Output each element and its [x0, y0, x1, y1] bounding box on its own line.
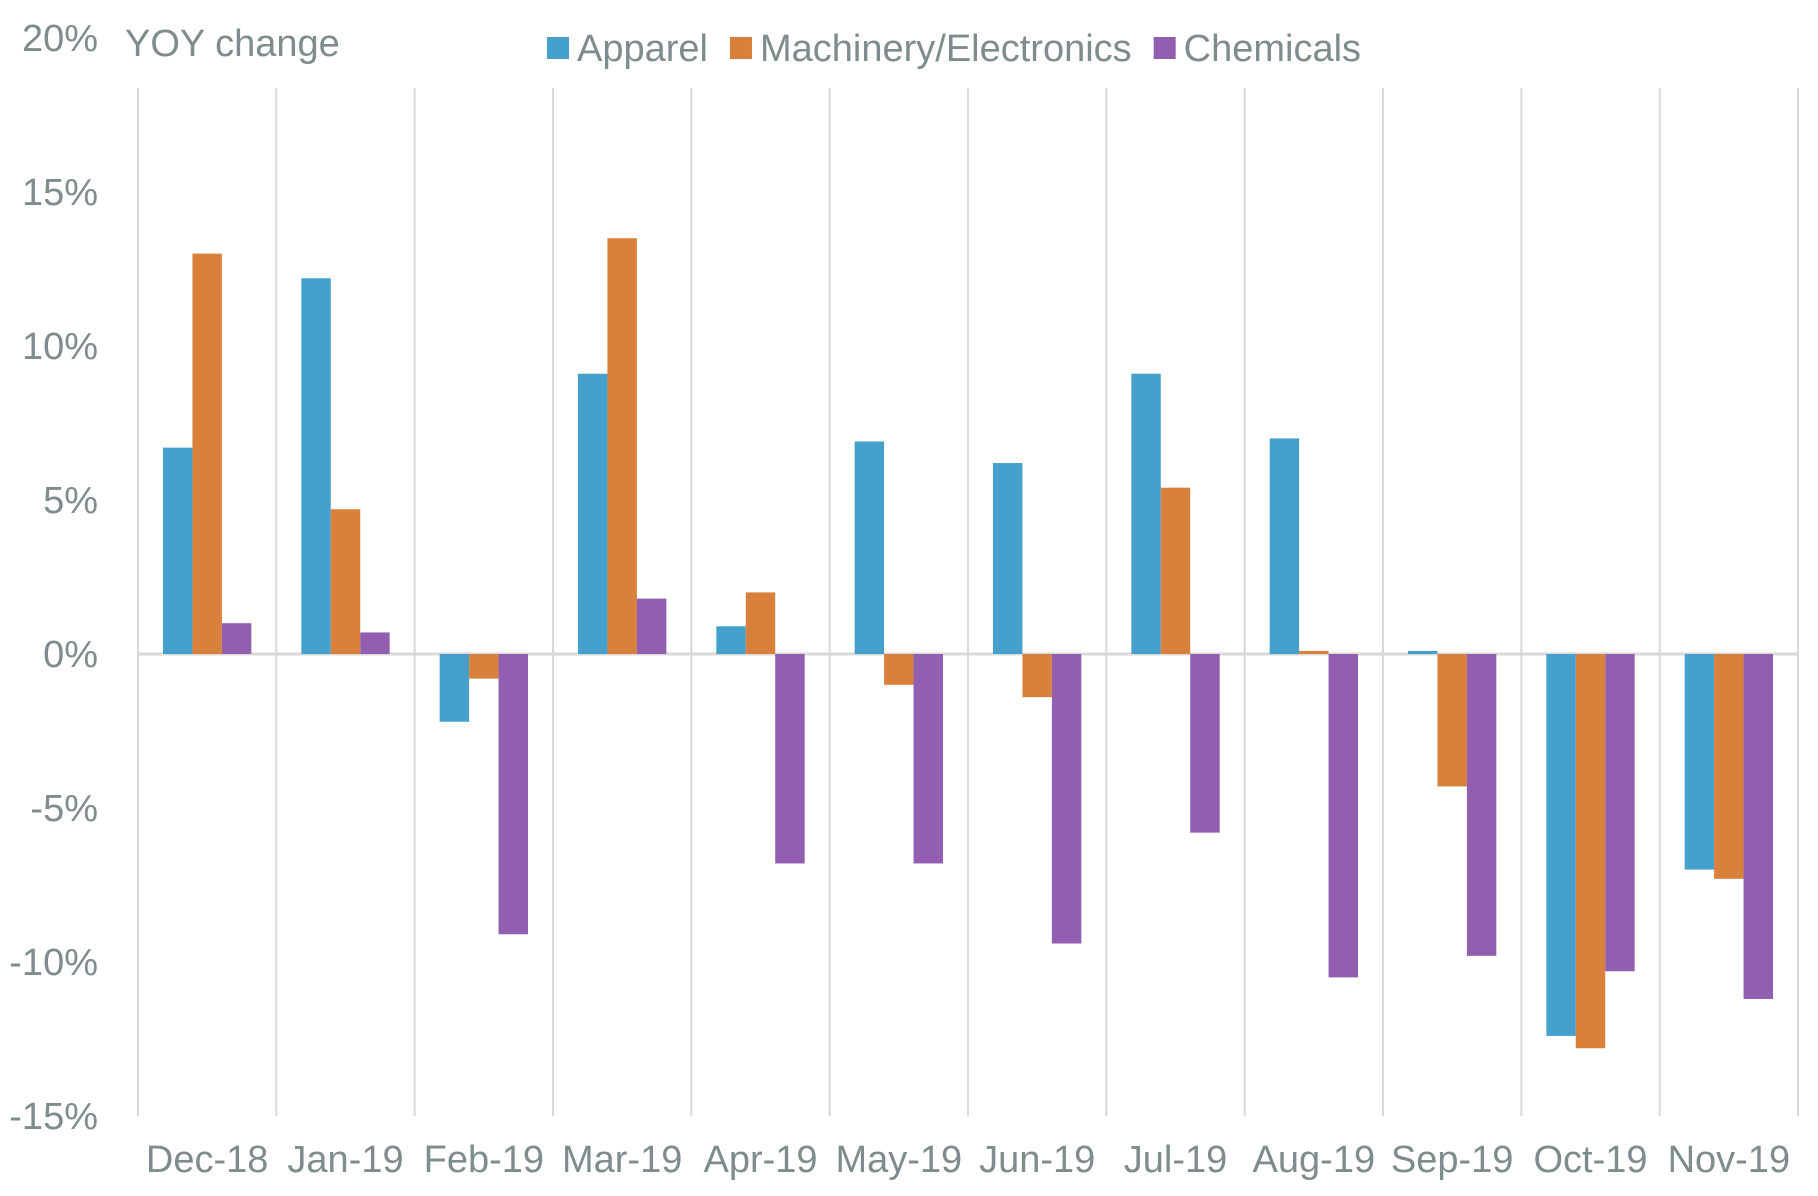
- bar-machinery-electronics-apr-19: [745, 592, 776, 654]
- y-tick-label: 10%: [22, 326, 98, 368]
- y-tick-label: 20%: [22, 18, 98, 60]
- bar-chemicals-feb-19: [498, 654, 528, 935]
- y-axis-title: YOY change: [125, 23, 340, 65]
- x-tick-label: May-19: [835, 1139, 962, 1181]
- x-axis-labels: Dec-18 Jan-19 Feb-19 Mar-19 Apr-19 May-19 Jun-…: [146, 1139, 1790, 1181]
- bar-apparel-aug-19: [1269, 438, 1300, 654]
- bar-chemicals-oct-19: [1605, 654, 1635, 972]
- y-tick-label: -5%: [30, 788, 98, 830]
- bar-machinery-electronics-aug-19: [1299, 650, 1329, 654]
- bar-chemicals-sep-19: [1466, 654, 1497, 956]
- bar-apparel-jun-19: [993, 463, 1023, 654]
- bar-chemicals-may-19: [913, 654, 943, 864]
- legend-swatch: [547, 37, 569, 59]
- x-tick-label: Apr-19: [703, 1139, 817, 1181]
- bar-apparel-sep-19: [1408, 650, 1438, 654]
- bar-machinery-electronics-jun-19: [1022, 654, 1052, 698]
- bar-apparel-dec-18: [163, 447, 193, 654]
- bar-machinery-electronics-feb-19: [469, 654, 499, 679]
- legend-label: Chemicals: [1184, 28, 1361, 70]
- bar-chemicals-mar-19: [636, 598, 667, 654]
- x-tick-label: Jan-19: [287, 1139, 403, 1181]
- y-tick-label: -10%: [9, 942, 98, 984]
- bar-chemicals-jul-19: [1190, 654, 1220, 833]
- y-tick-label: 15%: [22, 172, 98, 214]
- x-tick-label: Jun-19: [979, 1139, 1095, 1181]
- y-axis-ticks: 20% 15% 10% 5% 0% -5% -10% -15%: [9, 18, 98, 1138]
- y-tick-label: -15%: [9, 1096, 98, 1138]
- bar-chemicals-jan-19: [360, 632, 390, 654]
- x-tick-label: Aug-19: [1253, 1139, 1376, 1181]
- x-tick-label: Mar-19: [562, 1139, 682, 1181]
- bar-chemicals-jun-19: [1051, 654, 1082, 944]
- bar-machinery-electronics-jan-19: [330, 509, 361, 654]
- y-tick-label: 5%: [43, 480, 98, 522]
- x-tick-label: Sep-19: [1391, 1139, 1514, 1181]
- bar-machinery-electronics-jul-19: [1160, 487, 1191, 654]
- legend-label: Machinery/Electronics: [760, 28, 1132, 70]
- bar-chemicals-dec-18: [221, 623, 252, 654]
- x-tick-label: Feb-19: [424, 1139, 544, 1181]
- x-tick-label: Jul-19: [1124, 1139, 1228, 1181]
- bar-chemicals-apr-19: [775, 654, 805, 864]
- bar-machinery-electronics-may-19: [884, 654, 914, 685]
- category-separators: [137, 88, 1799, 1116]
- bar-machinery-electronics-sep-19: [1437, 654, 1467, 787]
- bar-chemicals-nov-19: [1743, 654, 1773, 999]
- bar-apparel-nov-19: [1684, 654, 1715, 870]
- bar-apparel-mar-19: [578, 373, 608, 654]
- bar-machinery-electronics-mar-19: [607, 238, 637, 654]
- x-tick-label: Oct-19: [1533, 1139, 1647, 1181]
- x-tick-label: Dec-18: [146, 1139, 269, 1181]
- bar-machinery-electronics-oct-19: [1575, 654, 1606, 1049]
- bar-apparel-oct-19: [1546, 654, 1576, 1036]
- legend-label: Apparel: [577, 28, 708, 70]
- y-tick-label: 0%: [43, 634, 98, 676]
- legend-swatch: [729, 37, 752, 59]
- bar-apparel-may-19: [854, 441, 885, 654]
- bar-apparel-jan-19: [301, 278, 331, 654]
- bar-chemicals-aug-19: [1328, 654, 1358, 978]
- bar-machinery-electronics-nov-19: [1714, 654, 1744, 879]
- bar-apparel-feb-19: [439, 654, 470, 722]
- bar-apparel-jul-19: [1131, 373, 1161, 654]
- bar-apparel-apr-19: [716, 626, 746, 654]
- x-tick-label: Nov-19: [1668, 1139, 1791, 1181]
- legend-swatch: [1153, 37, 1176, 59]
- bar-machinery-electronics-dec-18: [192, 253, 222, 654]
- bars: [163, 238, 1773, 1049]
- legend: Apparel Machinery/Electronics Chemicals: [547, 28, 1361, 70]
